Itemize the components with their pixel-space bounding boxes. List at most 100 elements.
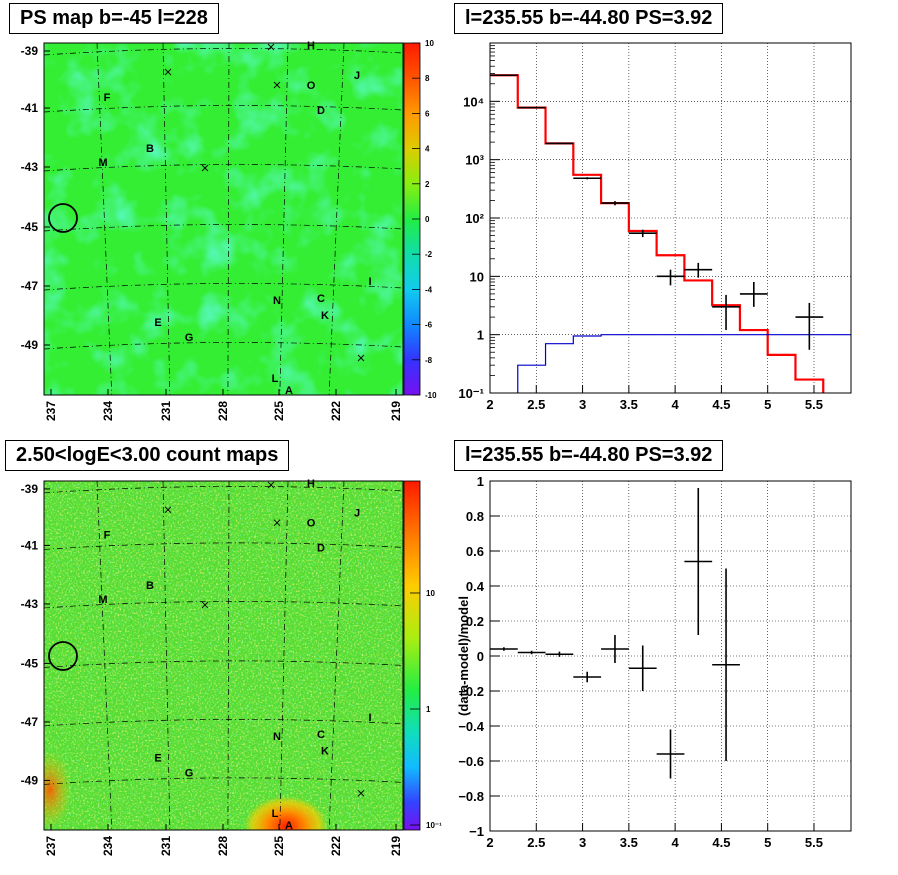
source-cross-marker [267, 481, 275, 489]
residual-x-tick-label: 4.5 [712, 835, 730, 850]
source-label-l: L [272, 373, 279, 385]
source-label-k: K [321, 746, 329, 758]
source-label-f: F [104, 530, 111, 542]
spectrum-y-tick-label: 10 [470, 269, 484, 284]
spectrum-x-tick-label: 2 [486, 397, 493, 412]
residual-y-tick-label: 0.6 [466, 544, 484, 559]
spectrum-title: l=235.55 b=-44.80 PS=3.92 [454, 3, 724, 34]
residual-y-tick-label: −1 [469, 824, 484, 839]
ps-map-lat-axis: -39 -41 -43 -45 -47 -49 [21, 44, 50, 352]
residual-y-tick-label: −0.4 [458, 719, 484, 734]
residual-series [490, 488, 740, 779]
ps-colorbar-label: 4 [425, 145, 430, 154]
lat-tick-label: -39 [21, 44, 39, 58]
count-map-coordinate-grid [44, 481, 403, 830]
residual-x-tick-label: 2 [486, 835, 493, 850]
lat-tick-label: -47 [21, 279, 39, 293]
source-label-i: I [368, 712, 371, 724]
source-cross-marker [273, 81, 281, 89]
source-label-a: A [285, 820, 293, 832]
source-cross-marker [273, 519, 281, 526]
longitude-line [227, 481, 230, 830]
ps-map-sources: H J O D F B M I N CK E G LA [98, 40, 371, 397]
source-cross-marker [201, 164, 209, 172]
source-label-c: C [317, 729, 325, 741]
count-colorbar-scale [404, 481, 420, 830]
count-map-lon-axis: 237 234 231 228 225 222 219 [44, 824, 403, 856]
lat-tick-label: -41 [21, 101, 39, 115]
source-label-o: O [307, 80, 316, 92]
lon-tick-label: 231 [159, 401, 173, 421]
spectrum-x-tick-label: 4 [672, 397, 680, 412]
residual-panel: 2 2.5 3 3.5 4 4.5 5 5.5 1 0.8 0.6 0.4 0.2 0 −0.2 −0.4 −0… [456, 474, 852, 850]
residual-y-tick-label: −0.2 [458, 684, 484, 699]
spectrum-series [490, 74, 851, 393]
residual-x-tick-label: 5.5 [805, 835, 823, 850]
residual-x-tick-label: 3 [579, 835, 586, 850]
longitude-line [328, 481, 345, 830]
source-label-g: G [185, 767, 194, 779]
lat-tick-label: -49 [21, 773, 39, 787]
residual-x-tick-label: 5 [764, 835, 771, 850]
source-label-h: H [307, 478, 315, 490]
residual-title: l=235.55 b=-44.80 PS=3.92 [454, 440, 724, 471]
source-label-d: D [317, 542, 325, 554]
residual-y-tick-label: −0.6 [458, 754, 484, 769]
spectrum-y-tick-label: 10³ [465, 153, 484, 168]
lat-tick-label: -47 [21, 715, 39, 729]
residual-x-tick-label: 3.5 [620, 835, 638, 850]
spectrum-x-tick-label: 5.5 [805, 397, 823, 412]
ps-colorbar-label: -10 [425, 391, 437, 400]
spectrum-background-step-blue [517, 334, 851, 393]
source-label-f: F [104, 92, 111, 104]
spectrum-y-tick-label: 10⁴ [463, 94, 484, 109]
source-cross-marker [164, 68, 172, 76]
source-cross-marker [357, 354, 365, 362]
residual-y-axis-label: (data-model)/model [456, 596, 471, 716]
count-map-title: 2.50<logE<3.00 count maps [5, 440, 290, 471]
spectrum-panel: 2 2.5 3 3.5 4 4.5 5 5.5 10⁻¹ 1 10 10² 10³ 10⁴ [458, 42, 852, 412]
residual-axes: 2 2.5 3 3.5 4 4.5 5 5.5 1 0.8 0.6 0.4 0.2 0 −0.2 −0.4 −0… [458, 474, 823, 850]
lat-tick-label: -45 [21, 220, 39, 234]
count-colorbar-label: 10⁻¹ [426, 821, 442, 830]
lon-tick-label: 219 [389, 836, 403, 856]
lon-tick-label: 219 [389, 401, 403, 421]
longitude-line [279, 481, 289, 830]
spectrum-y-tick-label: 1 [477, 328, 484, 343]
source-label-g: G [185, 332, 194, 344]
ps-map-texture [44, 43, 403, 395]
ps-colorbar: 10 8 6 4 2 0 -2 -4 -6 -8 -10 [403, 39, 437, 400]
ps-colorbar-label: 2 [425, 180, 430, 189]
longitude-line [96, 481, 113, 830]
source-cross-marker [201, 601, 209, 609]
lon-tick-label: 222 [329, 401, 343, 421]
bright-source-hotspot [244, 796, 328, 830]
spectrum-y-tick-label: 10² [465, 211, 484, 226]
source-label-a: A [285, 385, 293, 397]
spectrum-x-tick-label: 5 [764, 397, 771, 412]
lon-tick-label: 228 [216, 401, 230, 421]
lat-tick-label: -49 [21, 338, 39, 352]
lon-tick-label: 225 [272, 401, 286, 421]
residual-y-tick-label: 0.2 [466, 614, 484, 629]
lon-tick-label: 234 [101, 401, 115, 421]
spectrum-y-tick-label: 10⁻¹ [458, 386, 484, 401]
lon-tick-label: 231 [159, 836, 173, 856]
source-label-h: H [307, 40, 315, 52]
lat-tick-label: -43 [21, 160, 39, 174]
count-colorbar-label: 1 [426, 705, 431, 714]
ps-colorbar-label: -2 [425, 250, 433, 259]
source-label-n: N [273, 731, 281, 743]
source-label-e: E [154, 753, 161, 765]
spectrum-x-tick-label: 2.5 [527, 397, 545, 412]
residual-y-tick-label: −0.8 [458, 789, 484, 804]
count-colorbar-label: 10 [426, 589, 435, 598]
count-colorbar-ticks: 10 1 10⁻¹ [410, 589, 442, 830]
ps-colorbar-label: -6 [425, 321, 433, 330]
residual-x-tick-label: 4 [672, 835, 680, 850]
source-label-i: I [368, 276, 371, 288]
source-cross-marker [357, 789, 365, 797]
